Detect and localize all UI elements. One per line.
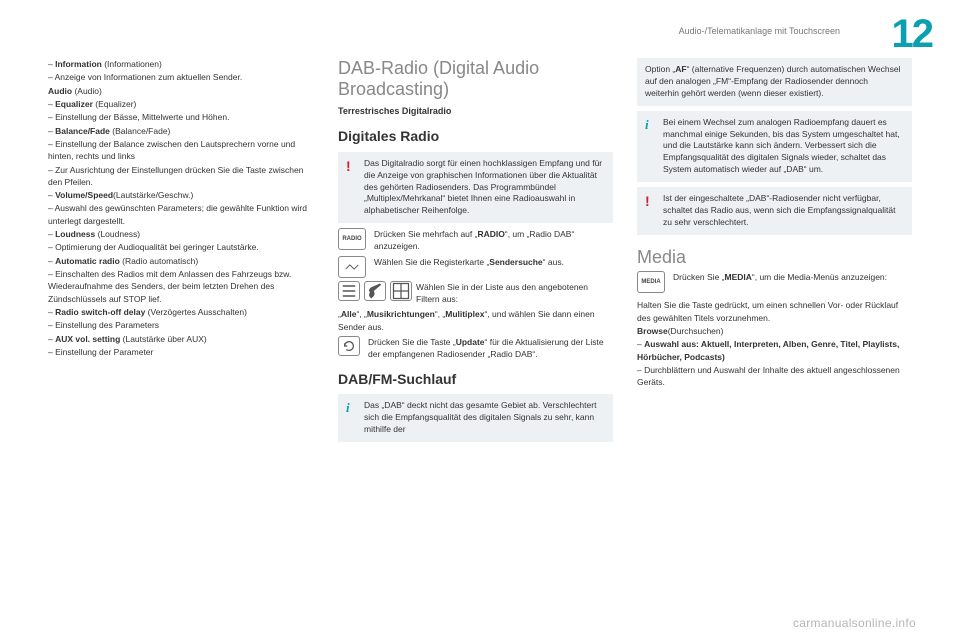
- subheading-terrestrial: Terrestrisches Digitalradio: [338, 105, 613, 118]
- list-item: Information (Informationen): [48, 58, 314, 70]
- guitar-icon: [364, 281, 386, 301]
- info-box-text: Bei einem Wechsel zum analogen Radioempf…: [663, 117, 900, 175]
- info-box-analog-switch: Bei einem Wechsel zum analogen Radioempf…: [637, 111, 912, 182]
- filter-text: Wählen Sie in der Liste aus den angebote…: [416, 281, 613, 306]
- list-item: Einschalten des Radios mit dem Anlassen …: [48, 268, 314, 305]
- list-item: Automatic radio (Radio automatisch): [48, 255, 314, 267]
- step-text: Drücken Sie die Taste „Update“ für die A…: [368, 336, 613, 361]
- list-item: Durchblättern und Auswahl der Inhalte de…: [637, 364, 912, 389]
- list-item: Equalizer (Equalizer): [48, 98, 314, 110]
- step-text: Drücken Sie mehrfach auf „RADIO“, um „Ra…: [374, 228, 613, 253]
- heading-dab-fm: DAB/FM-Suchlauf: [338, 369, 613, 389]
- list-item: Loudness (Loudness): [48, 228, 314, 240]
- column-1: Information (Informationen) Anzeige von …: [48, 58, 314, 447]
- paragraph: Browse(Durchsuchen): [637, 325, 912, 337]
- chapter-number: 12: [892, 12, 933, 57]
- step-update: Drücken Sie die Taste „Update“ für die A…: [338, 336, 613, 361]
- columns: Information (Informationen) Anzeige von …: [48, 58, 924, 447]
- page: Audio-/Telematikanlage mit Touchscreen 1…: [0, 0, 960, 640]
- list-item: Anzeige von Informationen zum aktuellen …: [48, 71, 314, 83]
- list-item: Einstellung der Balance zwischen den Lau…: [48, 138, 314, 163]
- list-icon: [338, 281, 360, 301]
- list-item: Balance/Fade (Balance/Fade): [48, 125, 314, 137]
- heading-digital-radio: Digitales Radio: [338, 126, 613, 146]
- list-item: Einstellung des Parameters: [48, 319, 314, 331]
- header-section-label: Audio-/Telematikanlage mit Touchscreen: [679, 26, 840, 36]
- watermark: carmanualsonline.info: [793, 616, 916, 630]
- heading-dab: DAB-Radio (Digital Audio Broadcasting): [338, 58, 613, 99]
- step-tab: Wählen Sie die Registerkarte „Sendersuch…: [338, 256, 613, 278]
- list-item: Radio switch-off delay (Verzögertes Auss…: [48, 306, 314, 318]
- list-item: Audio (Audio): [48, 85, 314, 97]
- step-media: MEDIA Drücken Sie „MEDIA“, um die Media-…: [637, 271, 912, 293]
- filter-line: „Alle“, „Musikrichtungen“, „Mulitiplex“,…: [338, 308, 613, 333]
- info-box-af: Option „AF“ (alternative Frequenzen) dur…: [637, 58, 912, 106]
- list-item: Einstellung der Parameter: [48, 346, 314, 358]
- refresh-icon: [338, 336, 360, 356]
- warn-box-dab-off: Ist der eingeschaltete „DAB“-Radiosender…: [637, 187, 912, 235]
- list-item: Auswahl aus: Aktuell, Interpreten, Alben…: [637, 338, 912, 363]
- media-icon: MEDIA: [637, 271, 665, 293]
- tab-icon: [338, 256, 366, 278]
- info-box-dab-coverage: Das „DAB“ deckt nicht das gesamte Gebiet…: [338, 394, 613, 442]
- step-text: Wählen Sie die Registerkarte „Sendersuch…: [374, 256, 564, 268]
- list-item: Volume/Speed(Lautstärke/Geschw.): [48, 189, 314, 201]
- step-radio: RADIO Drücken Sie mehrfach auf „RADIO“, …: [338, 228, 613, 253]
- column-2: DAB-Radio (Digital Audio Broadcasting) T…: [338, 58, 613, 447]
- warn-box-digital: Das Digitalradio sorgt für einen hochkla…: [338, 152, 613, 223]
- filter-row: Wählen Sie in der Liste aus den angebote…: [338, 281, 613, 306]
- list-item: Einstellung der Bässe, Mittelwerte und H…: [48, 111, 314, 123]
- paragraph: Halten Sie die Taste gedrückt, um einen …: [637, 299, 912, 324]
- warn-box-text: Ist der eingeschaltete „DAB“-Radiosender…: [663, 193, 895, 227]
- list-item: AUX vol. setting (Lautstärke über AUX): [48, 333, 314, 345]
- info-box-text: Das „DAB“ deckt nicht das gesamte Gebiet…: [364, 400, 596, 434]
- radio-icon: RADIO: [338, 228, 366, 250]
- list-item: Auswahl des gewünschten Parameters; die …: [48, 202, 314, 227]
- info-box-text: Option „AF“ (alternative Frequenzen) dur…: [645, 64, 900, 98]
- column-3: Option „AF“ (alternative Frequenzen) dur…: [637, 58, 912, 447]
- list-item: Optimierung der Audioqualität bei gering…: [48, 241, 314, 253]
- step-text: Drücken Sie „MEDIA“, um die Media-Menüs …: [673, 271, 887, 283]
- grid-icon: [390, 281, 412, 301]
- warn-box-text: Das Digitalradio sorgt für einen hochkla…: [364, 158, 602, 216]
- heading-media: Media: [637, 247, 912, 268]
- list-item: Zur Ausrichtung der Einstellungen drücke…: [48, 164, 314, 189]
